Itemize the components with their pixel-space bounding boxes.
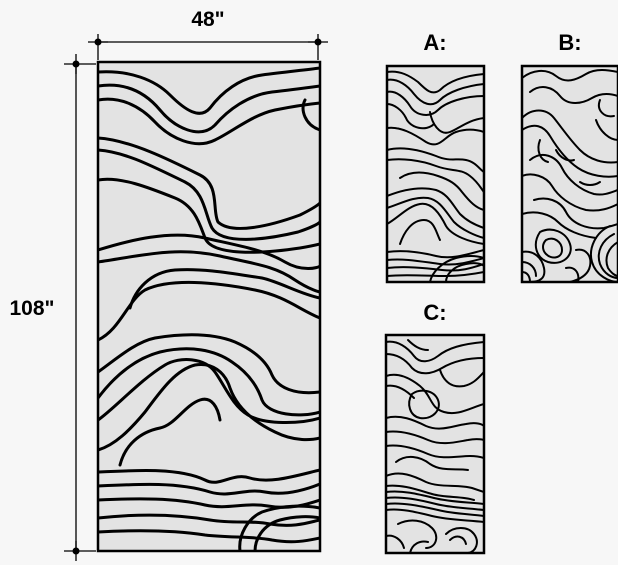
- variant-a-frame: [385, 64, 486, 284]
- width-dimension: 48": [88, 8, 328, 60]
- variant-c: C:: [384, 300, 486, 555]
- height-end-dot-top: [72, 60, 80, 68]
- variant-b: B:: [520, 30, 618, 284]
- height-dimension: 108": [10, 54, 96, 561]
- variant-c-contours: [386, 339, 484, 553]
- variant-b-contours: [522, 69, 618, 282]
- variant-a-label: A:: [423, 30, 446, 55]
- width-end-dot-right: [314, 38, 322, 46]
- variant-c-label: C:: [423, 300, 446, 325]
- width-label: 48": [191, 8, 224, 31]
- variant-a-contours: [387, 70, 484, 282]
- variant-a: A:: [385, 30, 486, 284]
- variant-b-label: B:: [558, 30, 581, 55]
- main-panel-contours: [98, 66, 320, 551]
- width-end-dot-left: [94, 38, 102, 46]
- height-end-dot-bottom: [72, 547, 80, 555]
- main-panel: [96, 60, 322, 553]
- height-label: 108": [10, 297, 55, 320]
